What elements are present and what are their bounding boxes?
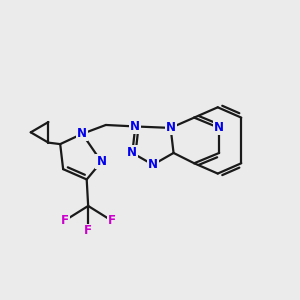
Text: F: F	[108, 214, 116, 227]
Text: N: N	[130, 120, 140, 133]
Text: N: N	[127, 146, 137, 159]
Text: F: F	[61, 214, 69, 227]
Text: N: N	[148, 158, 158, 171]
Text: N: N	[77, 127, 87, 140]
Text: N: N	[214, 122, 224, 134]
Text: F: F	[84, 224, 92, 238]
Text: N: N	[166, 122, 176, 134]
Text: N: N	[96, 155, 106, 168]
